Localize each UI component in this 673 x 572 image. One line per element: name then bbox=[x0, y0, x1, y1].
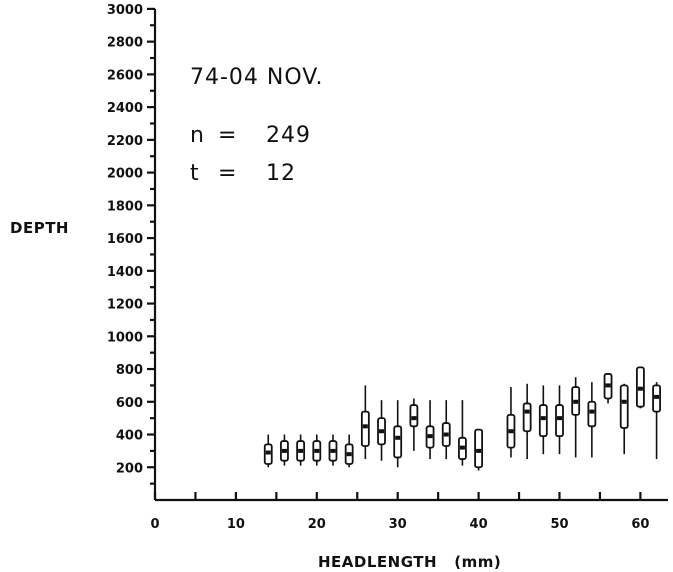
box-median bbox=[508, 429, 514, 434]
y-tick-label-1200: 1200 bbox=[107, 298, 143, 313]
box-28 bbox=[377, 400, 386, 461]
box-body bbox=[522, 402, 532, 433]
box-body bbox=[587, 400, 597, 428]
box-median bbox=[330, 448, 336, 453]
box-34 bbox=[425, 400, 435, 460]
annotation-n-eq: = bbox=[218, 123, 237, 148]
box-30 bbox=[393, 400, 403, 468]
annotation-n-value: 249 bbox=[266, 123, 311, 148]
box-median bbox=[379, 429, 385, 434]
box-58 bbox=[619, 383, 629, 455]
x-tick-label-20: 20 bbox=[308, 517, 326, 532]
y-tick-label-800: 800 bbox=[116, 363, 143, 378]
y-tick-label-2000: 2000 bbox=[107, 167, 143, 182]
y-tick-label-1800: 1800 bbox=[107, 199, 143, 214]
box-26 bbox=[360, 385, 370, 460]
x-tick-label-40: 40 bbox=[470, 517, 488, 532]
x-tick-label-10: 10 bbox=[227, 517, 245, 532]
y-tick-label-2400: 2400 bbox=[107, 101, 143, 116]
box-18 bbox=[296, 434, 306, 466]
box-median bbox=[265, 450, 271, 455]
y-axis-title: DEPTH bbox=[10, 219, 69, 237]
box-56 bbox=[603, 373, 613, 404]
box-body bbox=[538, 404, 548, 438]
x-tick-label-0: 0 bbox=[150, 517, 159, 532]
box-62 bbox=[652, 382, 661, 460]
box-median bbox=[411, 416, 417, 421]
box-median bbox=[427, 434, 433, 439]
box-median bbox=[524, 409, 530, 414]
box-38 bbox=[458, 400, 467, 466]
box-median bbox=[557, 416, 562, 421]
box-body bbox=[409, 404, 419, 428]
x-tick-label-60: 60 bbox=[631, 517, 649, 532]
chart-title: 74-04 NOV. bbox=[190, 65, 324, 90]
box-median bbox=[281, 448, 287, 453]
x-tick-label-30: 30 bbox=[389, 517, 407, 532]
annotation-t-value: 12 bbox=[266, 161, 296, 186]
box-median bbox=[476, 448, 482, 453]
box-48 bbox=[538, 385, 548, 455]
box-median bbox=[443, 432, 449, 437]
box-median bbox=[540, 416, 546, 421]
box-32 bbox=[409, 398, 419, 451]
box-median bbox=[589, 409, 595, 414]
box-median bbox=[605, 383, 611, 388]
box-36 bbox=[441, 400, 451, 460]
box-body bbox=[619, 384, 629, 429]
box-body bbox=[393, 425, 403, 459]
x-tick-label-50: 50 bbox=[550, 517, 568, 532]
box-44 bbox=[506, 387, 516, 458]
box-median bbox=[395, 435, 401, 440]
y-tick-label-600: 600 bbox=[116, 396, 143, 411]
box-14 bbox=[263, 434, 273, 468]
box-22 bbox=[328, 434, 338, 466]
y-tick-label-2800: 2800 bbox=[107, 36, 143, 51]
tick-marks: 2004006008001000120014001600180020002200… bbox=[107, 3, 650, 532]
annotation-n-label: n bbox=[190, 123, 205, 148]
box-median bbox=[637, 386, 643, 391]
box-body bbox=[360, 410, 370, 447]
box-20 bbox=[312, 434, 322, 466]
box-body bbox=[555, 404, 564, 438]
box-median bbox=[573, 399, 579, 404]
x-axis-title: HEADLENGTH (mm) bbox=[318, 553, 501, 571]
box-median bbox=[362, 424, 368, 429]
y-tick-label-200: 200 bbox=[116, 461, 143, 476]
box-60 bbox=[636, 366, 645, 409]
annotation-t-label: t bbox=[190, 161, 200, 186]
box-46 bbox=[522, 383, 532, 460]
box-median bbox=[621, 399, 627, 404]
y-tick-label-1600: 1600 bbox=[107, 232, 143, 247]
y-tick-label-400: 400 bbox=[116, 429, 143, 444]
box-16 bbox=[280, 434, 289, 466]
box-52 bbox=[571, 377, 581, 458]
y-tick-label-1400: 1400 bbox=[107, 265, 143, 280]
annotation-t-eq: = bbox=[218, 161, 237, 186]
box-body bbox=[474, 428, 484, 469]
box-median bbox=[459, 445, 465, 450]
y-tick-label-2200: 2200 bbox=[107, 134, 143, 149]
y-tick-label-1000: 1000 bbox=[107, 330, 143, 345]
box-median bbox=[314, 448, 320, 453]
y-tick-label-3000: 3000 bbox=[107, 3, 143, 18]
box-median bbox=[654, 394, 660, 399]
box-median bbox=[346, 452, 352, 457]
box-median bbox=[298, 448, 304, 453]
box-50 bbox=[555, 385, 564, 455]
box-24 bbox=[344, 434, 354, 468]
box-series bbox=[263, 366, 661, 471]
box-40 bbox=[474, 428, 484, 471]
box-54 bbox=[587, 382, 597, 458]
y-tick-label-2600: 2600 bbox=[107, 68, 143, 83]
